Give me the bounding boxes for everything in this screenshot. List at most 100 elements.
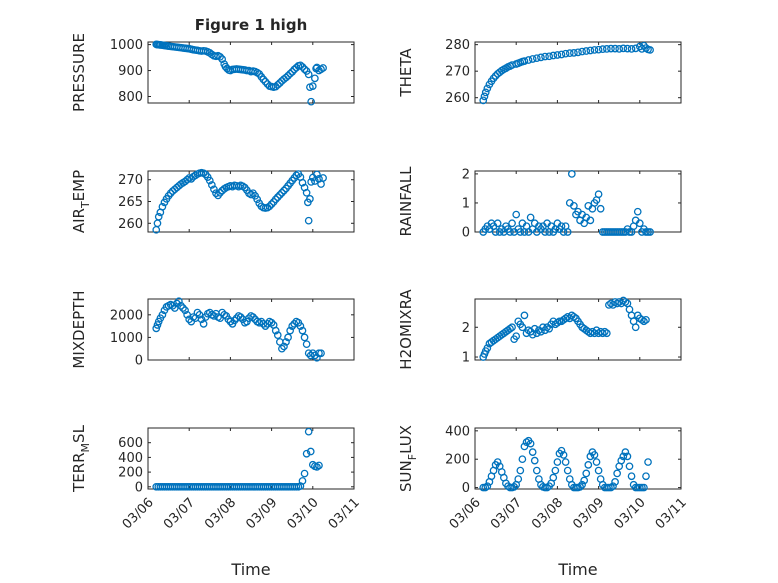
data-point [302,340,311,349]
data-point [594,190,603,199]
data-point [181,306,189,315]
data-point [586,216,595,225]
y-tick-label: 0 [462,226,470,241]
data-point [506,324,514,333]
x-axis-label: Time [230,560,270,579]
y-tick-label: 1000 [110,38,143,53]
data-point [574,48,582,57]
y-tick-label: 260 [445,91,470,106]
data-point [514,475,523,483]
data-point [532,466,541,475]
data-point [553,458,562,466]
data-point [491,228,500,236]
y-axis-label: AIRTEMP [70,170,92,233]
data-point [479,96,488,105]
data-point [304,427,313,436]
x-axis-label: Time [557,560,597,579]
data-point [602,329,611,338]
data-point [271,195,280,204]
data-point [611,478,619,486]
subplot-air_temp: 260 265 270 AIRTEMP [70,168,355,234]
y-tick-label: 0 [135,354,143,369]
axes-frame [147,170,355,233]
data-point [557,50,566,59]
data-point [210,185,218,194]
data-point [302,449,311,458]
y-axis-label: PRESSURE [70,33,88,112]
data-point [508,219,516,228]
subplot-theta: 260 270 280 THETA [397,38,682,106]
data-point [541,228,549,236]
y-tick-label: 200 [118,466,143,481]
y-tick-label: 0 [462,481,470,496]
data-point [596,204,605,213]
data-point [307,178,316,186]
data-point [646,46,654,54]
data-point [590,451,599,459]
data-point [526,439,535,448]
x-tick-label: 03/09 [243,495,280,532]
data-point [278,344,286,353]
data-point [253,195,262,204]
data-point [236,313,245,321]
data-point [627,472,636,481]
data-point [578,47,586,56]
data-point [506,228,514,236]
data-point [635,219,644,228]
data-point [594,45,603,54]
data-point [545,324,554,333]
data-point [298,178,307,187]
data-point [311,177,319,185]
data-point [567,170,576,178]
data-point [561,314,570,323]
data-point [153,321,162,329]
data-point [532,54,541,63]
data-point [590,46,599,54]
data-point [553,318,562,327]
data-point [512,332,521,341]
data-point [315,461,323,470]
data-point [557,446,566,455]
data-point [516,228,525,236]
data-point [598,45,607,54]
data-point [627,45,636,53]
data-point [528,448,537,456]
data-point [308,82,317,90]
data-point [152,324,161,333]
y-tick-label: 600 [118,436,143,451]
data-point [613,299,621,308]
data-point [212,189,220,198]
data-point [530,324,539,333]
data-point [267,200,276,208]
data-point [642,315,650,324]
data-point [561,49,570,58]
x-tick-label: 03/07 [161,495,198,532]
data-point [230,316,239,325]
data-point [273,80,282,89]
data-point [483,344,492,352]
data-point [271,326,280,335]
data-point [154,212,163,221]
data-point [638,315,646,324]
data-point [545,52,554,61]
data-point [510,483,518,491]
y-axis-label: MIXDEPTH [70,290,88,368]
data-point [646,228,654,236]
data-point [282,73,290,82]
data-point [600,327,609,336]
y-tick-label: 2000 [110,308,143,323]
y-tick-label: 260 [118,217,143,232]
data-point [249,313,257,321]
data-point [280,342,288,351]
data-point [311,74,319,83]
data-point [216,188,224,197]
data-point [617,456,626,465]
data-point [172,299,181,308]
data-point [582,469,591,478]
x-tick-label: 03/08 [202,495,239,532]
data-point [288,322,297,330]
subplot-h2omixra: 1 2 H2OMIXRA [397,289,682,370]
data-point [619,452,628,461]
data-point [582,47,591,55]
x-tick-label: 03/09 [570,495,607,532]
